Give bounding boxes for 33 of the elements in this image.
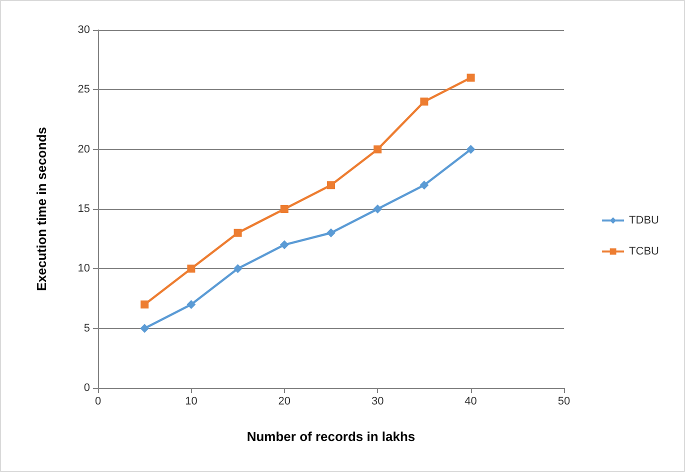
legend-label: TDBU [629,214,660,226]
point [280,240,289,250]
y-axis-title: Execution time in seconds [34,127,49,291]
x-tick-label: 20 [278,396,291,408]
point [233,264,242,274]
point [234,228,242,237]
point [280,205,288,213]
point [420,98,428,106]
point [373,204,382,214]
x-tick-label: 30 [371,396,384,408]
y-tick-label: 25 [78,84,90,96]
y-tick-label: 10 [78,262,90,275]
legend-label: TCBU [629,246,660,258]
point [140,300,149,308]
point [327,181,335,190]
point [186,300,196,309]
y-tick-label: 15 [78,203,90,215]
x-tick-label: 0 [94,396,102,408]
point [466,144,476,154]
point [140,324,150,333]
point [420,180,429,190]
x-axis-title: Number of records in lakhs [246,429,416,444]
y-tick-label: 0 [84,382,90,394]
point [466,74,475,82]
point [187,264,196,273]
y-tick-label: 30 [78,24,90,36]
y-tick-label: 5 [84,322,90,334]
x-tick-label: 40 [464,396,477,408]
x-tick-label: 10 [185,396,198,408]
y-tick-label: 20 [78,143,90,156]
x-tick-label: 50 [558,396,570,408]
point [326,228,336,238]
point [374,145,382,154]
